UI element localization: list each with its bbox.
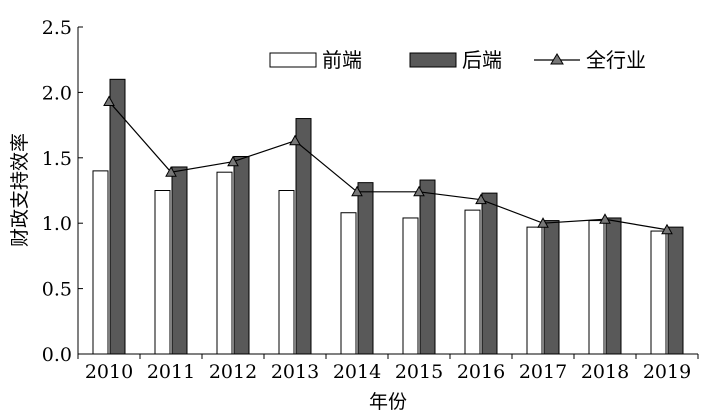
y-tick-label-1.5: 1.5: [42, 148, 72, 170]
legend-label-前端: 前端: [322, 48, 362, 72]
x-tick-label-2018: 2018: [581, 361, 629, 383]
point-全行业-2012: [227, 155, 239, 167]
series-line-全行业: [108, 101, 668, 231]
bar-前端-2012: [216, 171, 233, 355]
bar-前端-2011: [154, 190, 171, 355]
point-全行业-2019: [661, 223, 673, 235]
x-tick-label-2019: 2019: [643, 361, 691, 383]
y-tick-label-1.0: 1.0: [42, 213, 72, 235]
y-axis-title: 财政支持效率: [9, 133, 31, 247]
bar-后端-2017: [543, 220, 560, 355]
bar-后端-2013: [295, 118, 312, 355]
y-tick-label-2.0: 2.0: [42, 82, 72, 104]
bar-后端-2018: [605, 217, 622, 355]
x-tick-label-2013: 2013: [271, 361, 319, 383]
x-tick-label-2016: 2016: [457, 361, 505, 383]
point-全行业-2013: [289, 134, 301, 146]
line-layer: [103, 95, 673, 235]
y-tick-label-2.5: 2.5: [42, 17, 72, 39]
x-tick-label-2015: 2015: [395, 361, 443, 383]
bar-后端-2011: [171, 166, 188, 355]
point-全行业-2017: [537, 217, 549, 228]
legend-label-后端: 后端: [462, 48, 502, 72]
y-tick-label-0.0: 0.0: [42, 344, 72, 366]
bar-前端-2016: [464, 209, 481, 355]
point-全行业-2011: [165, 166, 177, 177]
x-tick-label-2014: 2014: [333, 361, 381, 383]
legend: 前端 后端 全行业: [269, 48, 646, 72]
point-全行业-2018: [599, 213, 611, 224]
legend-label-全行业: 全行业: [586, 48, 646, 72]
legend-swatch-前端: [269, 52, 317, 68]
bar-后端-2016: [481, 192, 498, 355]
x-tick-label-2017: 2017: [519, 361, 567, 383]
bar-前端-2010: [92, 170, 109, 355]
bar-后端-2019: [667, 226, 684, 355]
x-tick-label-2011: 2011: [147, 361, 195, 383]
bar-前端-2014: [340, 212, 357, 355]
bar-前端-2017: [526, 226, 543, 355]
x-tick-label-2010: 2010: [85, 361, 133, 383]
point-全行业-2015: [413, 185, 425, 197]
point-全行业-2014: [351, 185, 363, 197]
bar-后端-2012: [233, 155, 250, 355]
axes: 0.0 0.5 1.0 1.5 2.0 2.5 2010 2011 2012 2013 2014 20…: [42, 17, 699, 383]
bar-前端-2019: [650, 230, 667, 355]
x-axis-title: 年份: [369, 391, 407, 413]
legend-swatch-后端: [409, 52, 457, 68]
bar-后端-2014: [357, 182, 374, 355]
bar-后端-2015: [419, 179, 436, 355]
x-tick-label-2012: 2012: [209, 361, 257, 383]
bar-前端-2018: [588, 220, 605, 355]
point-全行业-2016: [475, 193, 487, 205]
bar-前端-2013: [278, 190, 295, 355]
bars-layer: [92, 78, 684, 355]
bar-前端-2015: [402, 217, 419, 355]
legend-marker-全行业: [550, 53, 564, 65]
bar-后端-2010: [109, 78, 126, 355]
y-tick-label-0.5: 0.5: [42, 279, 72, 301]
point-全行业-2010: [103, 95, 115, 107]
